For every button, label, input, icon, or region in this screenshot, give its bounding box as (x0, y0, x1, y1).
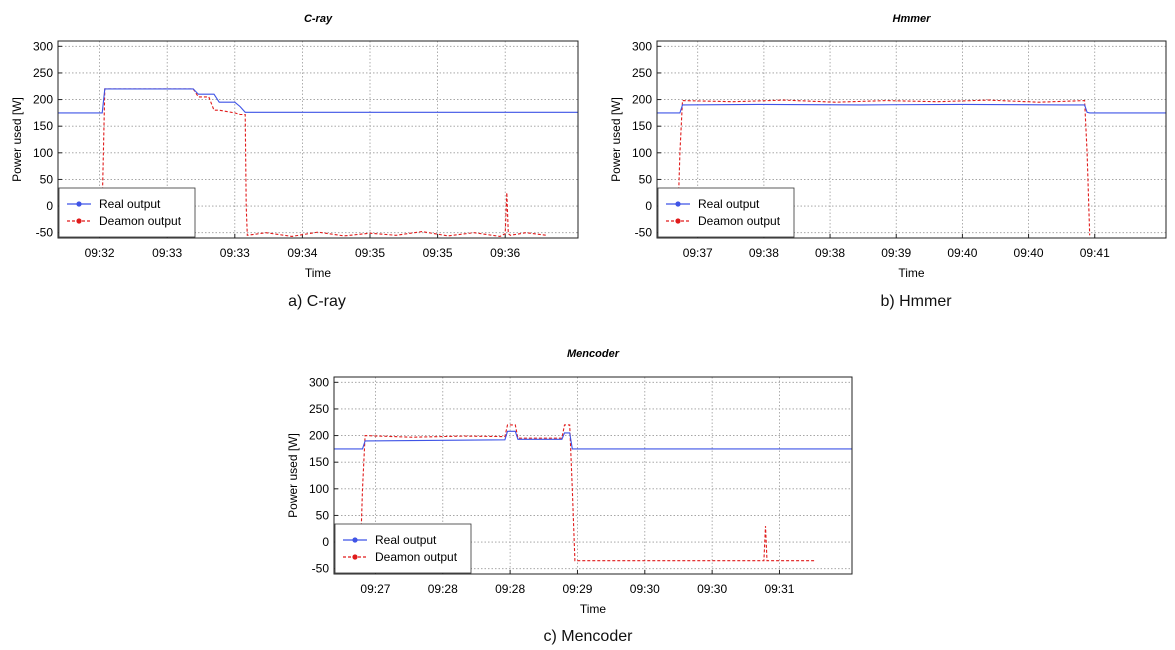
legend-marker (352, 554, 358, 560)
y-tick-label: 100 (33, 146, 53, 160)
legend-marker (352, 537, 358, 543)
x-tick-label: 09:36 (490, 246, 520, 260)
y-axis-label: Power used [W] (609, 97, 623, 182)
x-tick-label: 09:35 (355, 246, 385, 260)
x-tick-label: 09:27 (360, 582, 390, 596)
plot-frame (333, 376, 853, 575)
y-tick-label: 300 (33, 39, 53, 53)
legend-box (657, 187, 795, 238)
y-tick-label: 150 (33, 119, 53, 133)
legend: Real output Deamon output (334, 523, 472, 574)
real-output-line (334, 430, 852, 450)
legend-label: Real output (375, 533, 437, 547)
legend-marker (76, 201, 82, 207)
chart-panel-2: Hmmer -50 0 50 100 150 200 250 300 09:37 09:38 09:3… (609, 13, 1167, 310)
chart-title: C-ray (304, 13, 333, 25)
legend: Real output Deamon output (657, 187, 795, 238)
real-output-line (657, 103, 1166, 114)
x-tick-label: 09:30 (697, 582, 727, 596)
y-tick-label: 0 (46, 199, 53, 213)
figure-caption: a) C-ray (288, 293, 346, 310)
y-tick-label: 250 (632, 66, 652, 80)
y-tick-label: 250 (309, 402, 329, 416)
legend-box (58, 187, 196, 238)
y-tick-label: 0 (322, 535, 329, 549)
legend-marker (76, 218, 82, 224)
legend-label: Real output (99, 197, 161, 211)
x-tick-label: 09:28 (495, 582, 525, 596)
y-tick-label: 300 (309, 375, 329, 389)
x-tick-label: 09:33 (220, 246, 250, 260)
x-tick-label: 09:37 (683, 246, 713, 260)
y-axis-label: Power used [W] (286, 433, 300, 518)
plot-frame (57, 40, 579, 239)
chart-panel-3: Mencoder -50 0 50 100 150 200 250 300 09:27 09:28 0… (286, 348, 853, 645)
x-tick-label: 09:30 (630, 582, 660, 596)
legend-label: Deamon output (698, 214, 781, 228)
x-tick-label: 09:41 (1080, 246, 1110, 260)
chart-title: Hmmer (893, 13, 932, 25)
x-tick-label: 09:40 (947, 246, 977, 260)
y-tick-label: -50 (635, 226, 653, 240)
chart-title: Mencoder (567, 348, 620, 360)
y-tick-label: 100 (632, 146, 652, 160)
chart-panel-1: C-ray -50 0 50 100 150 200 250 300 09:32 09:33 09:3… (10, 13, 579, 310)
y-tick-label: -50 (312, 562, 330, 576)
x-tick-label: 09:29 (562, 582, 592, 596)
legend-label: Deamon output (99, 214, 182, 228)
x-tick-label: 09:33 (152, 246, 182, 260)
y-tick-label: 0 (645, 199, 652, 213)
y-tick-label: 50 (639, 172, 653, 186)
x-axis-label: Time (580, 602, 607, 616)
y-tick-label: 250 (33, 66, 53, 80)
y-tick-label: 200 (309, 429, 329, 443)
real-output-line (58, 88, 578, 114)
y-tick-label: 100 (309, 482, 329, 496)
legend-label: Real output (698, 197, 760, 211)
x-tick-label: 09:40 (1014, 246, 1044, 260)
legend-box (334, 523, 472, 574)
plot-frame (656, 40, 1167, 239)
x-tick-label: 09:35 (423, 246, 453, 260)
y-tick-label: 50 (40, 172, 54, 186)
x-tick-label: 09:34 (287, 246, 317, 260)
y-tick-label: 150 (309, 455, 329, 469)
y-tick-label: 200 (632, 93, 652, 107)
y-tick-label: 200 (33, 93, 53, 107)
x-axis-label: Time (898, 266, 925, 280)
x-tick-label: 09:31 (764, 582, 794, 596)
legend-label: Deamon output (375, 550, 458, 564)
x-tick-label: 09:38 (749, 246, 779, 260)
daemon-output-line (99, 88, 547, 237)
figure-caption: b) Hmmer (880, 293, 952, 310)
y-tick-label: 300 (632, 39, 652, 53)
legend: Real output Deamon output (58, 187, 196, 238)
figure-caption: c) Mencoder (544, 628, 634, 645)
x-tick-label: 09:38 (815, 246, 845, 260)
x-tick-label: 09:32 (85, 246, 115, 260)
daemon-output-line (359, 424, 816, 572)
x-tick-label: 09:28 (428, 582, 458, 596)
y-tick-label: 150 (632, 119, 652, 133)
y-tick-label: -50 (36, 226, 54, 240)
y-tick-label: 50 (316, 508, 330, 522)
legend-marker (675, 201, 681, 207)
daemon-output-line (676, 99, 1091, 236)
x-tick-label: 09:39 (881, 246, 911, 260)
x-axis-label: Time (305, 266, 332, 280)
y-axis-label: Power used [W] (10, 97, 24, 182)
legend-marker (675, 218, 681, 224)
